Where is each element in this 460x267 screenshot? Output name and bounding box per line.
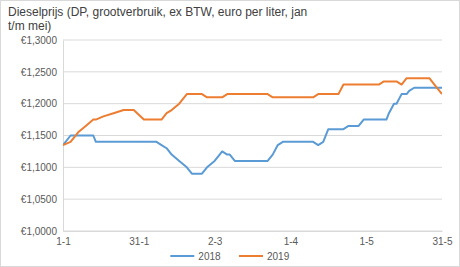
grid-line <box>63 167 442 168</box>
legend-item: 2018 <box>170 251 221 262</box>
y-tick: €1,2500 <box>21 67 63 78</box>
title: Dieselprijs (DP, grootverbruik, ex BTW, … <box>8 5 307 33</box>
grid-line <box>63 71 442 72</box>
x-tick: 1-1 <box>56 231 71 247</box>
x-tick-label: 31-5 <box>432 236 452 247</box>
x-tick-label: 1-1 <box>56 236 71 247</box>
y-tick: €1,0500 <box>21 194 63 205</box>
legend-label: 2018 <box>198 251 221 262</box>
legend-swatch <box>170 255 194 257</box>
x-tick: 1-5 <box>359 231 374 247</box>
y-axis-line <box>63 41 64 232</box>
grid-line <box>63 199 442 200</box>
legend-swatch <box>239 255 263 257</box>
x-tick-label: 2-3 <box>208 236 223 247</box>
chart: Dieselprijs (DP, grootverbruik, ex BTW, … <box>0 0 460 267</box>
x-axis-line <box>64 231 443 232</box>
y-axis: €1,0000 €1,0500 €1,1000 €1,1500 €1,2000 €1,25… <box>21 35 64 237</box>
y-tick: €1,0000 <box>21 226 63 237</box>
grid-line <box>63 103 442 104</box>
grid-line <box>63 135 442 136</box>
x-tick-label: 1-4 <box>284 236 299 247</box>
plot: €1,0000 €1,0500 €1,1000 €1,1500 €1,2000 €1,25… <box>21 35 453 247</box>
x-tick-label: 31-1 <box>129 236 149 247</box>
x-tick: 31-5 <box>432 231 452 247</box>
y-tick: €1,1500 <box>21 130 63 141</box>
y-tick: €1,3000 <box>21 35 63 46</box>
grid-line <box>63 40 442 41</box>
y-tick-label: €1,0000 <box>21 226 58 237</box>
y-tick-label: €1,1500 <box>21 130 58 141</box>
legend-label: 2019 <box>267 251 290 262</box>
chart-background <box>1 1 460 267</box>
series-group <box>63 78 442 174</box>
x-axis: 1-1 31-1 2-3 1-4 1-5 31-5 <box>56 231 453 247</box>
legend-item: 2019 <box>239 251 290 262</box>
y-tick: €1,1000 <box>21 162 63 173</box>
y-tick: €1,2000 <box>21 98 63 109</box>
legend: 2018 2019 <box>170 251 289 262</box>
grid <box>63 40 442 231</box>
grid-line <box>63 231 442 232</box>
y-tick-label: €1,2500 <box>21 67 58 78</box>
series-line <box>63 78 442 145</box>
x-tick: 2-3 <box>208 231 223 247</box>
y-tick-label: €1,3000 <box>21 35 58 46</box>
y-tick-label: €1,2000 <box>21 98 58 109</box>
y-tick-label: €1,0500 <box>21 194 58 205</box>
x-tick: 31-1 <box>129 231 149 247</box>
x-tick-label: 1-5 <box>359 236 374 247</box>
series-line <box>63 88 442 174</box>
x-tick: 1-4 <box>284 231 299 247</box>
y-tick-label: €1,1000 <box>21 162 58 173</box>
